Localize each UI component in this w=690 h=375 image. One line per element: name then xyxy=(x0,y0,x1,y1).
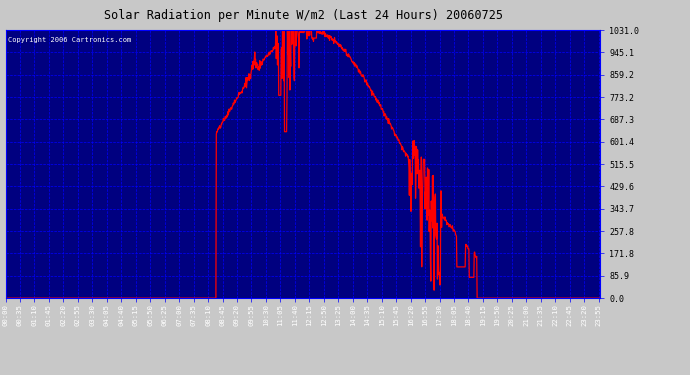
Text: Solar Radiation per Minute W/m2 (Last 24 Hours) 20060725: Solar Radiation per Minute W/m2 (Last 24… xyxy=(104,9,503,22)
Text: Copyright 2006 Cartronics.com: Copyright 2006 Cartronics.com xyxy=(8,37,132,43)
